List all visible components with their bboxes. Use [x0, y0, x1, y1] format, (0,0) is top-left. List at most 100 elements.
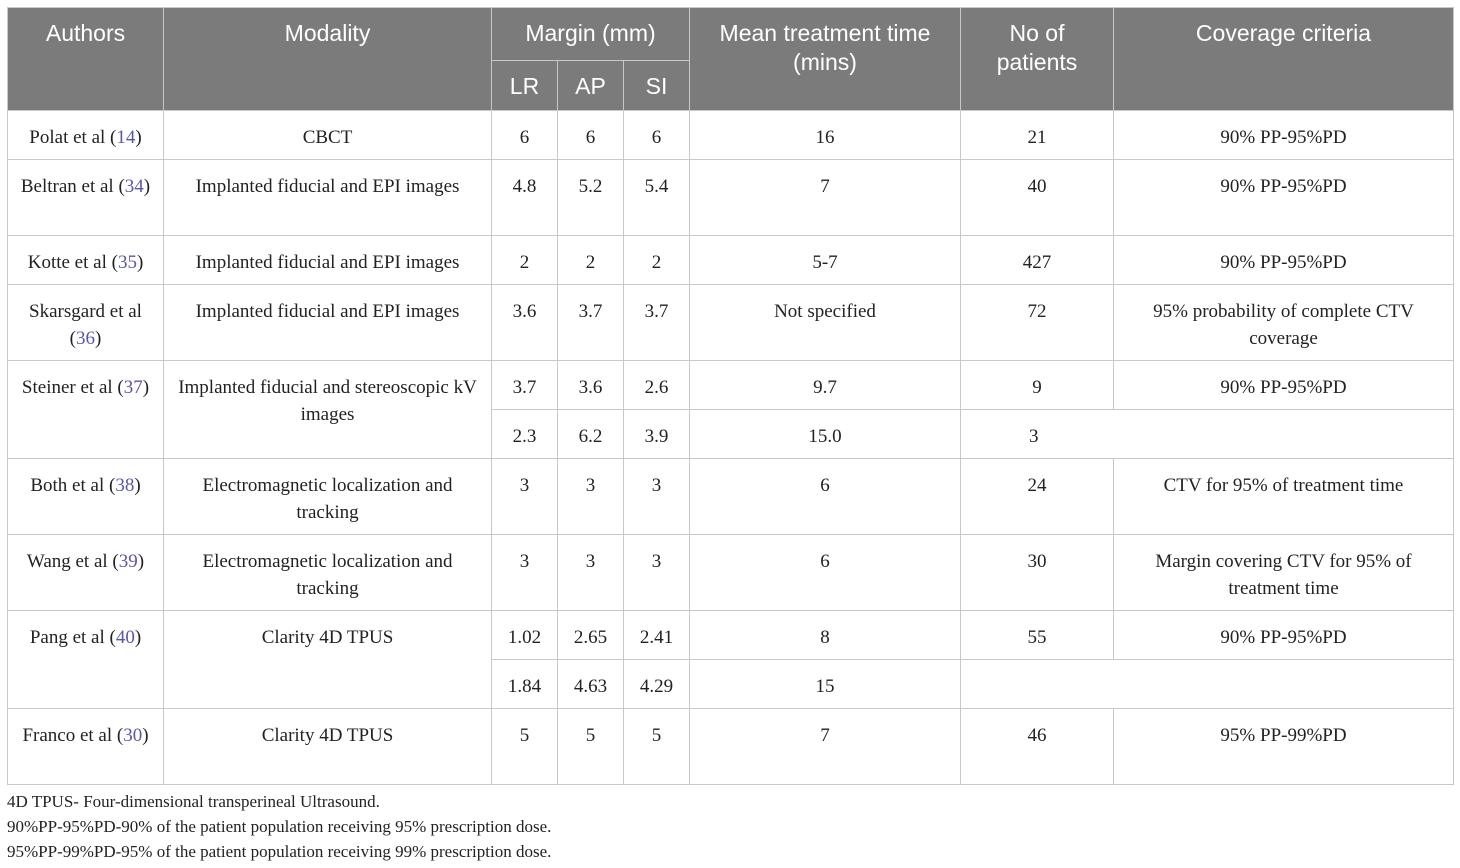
table-row: Franco et al (30) Clarity 4D TPUS 5 5 5 … — [7, 708, 1454, 785]
si-cell: 6 — [623, 110, 690, 160]
si-cell: 2 — [623, 235, 690, 285]
table-row: Skarsgard et al (36) Implanted fiducial … — [7, 284, 1454, 361]
reference-link[interactable]: 34 — [124, 176, 144, 197]
reference-link[interactable]: 39 — [118, 551, 138, 572]
time-cell: 7 — [689, 159, 961, 236]
ap-cell: 2 — [557, 235, 624, 285]
header-si: SI — [623, 60, 690, 111]
lr-cell: 2 — [491, 235, 558, 285]
ap-cell: 5.2 — [557, 159, 624, 236]
author-cell: Skarsgard et al (36) — [7, 284, 164, 361]
si-cell: 5.4 — [623, 159, 690, 236]
time-cell: 7 — [689, 708, 961, 785]
author-cell: Both et al (38) — [7, 458, 164, 535]
time-cell: 15.0 — [689, 409, 961, 459]
footnote: 4D TPUS- Four-dimensional transperineal … — [7, 792, 380, 811]
lr-cell: 3 — [491, 534, 558, 611]
ap-cell: 3 — [557, 534, 624, 611]
ap-cell: 3.6 — [557, 360, 624, 410]
modality-cell: Implanted fiducial and EPI images — [163, 159, 492, 236]
modality-cell: Electromagnetic localization and trackin… — [163, 458, 492, 535]
coverage-cell: CTV for 95% of treatment time — [1113, 458, 1454, 535]
table-subrow: 2.3 6.2 3.9 15.0 3 — [8, 409, 1454, 459]
lr-cell: 3.7 — [491, 360, 558, 410]
table-row: Pang et al (40) Clarity 4D TPUS 1.02 2.6… — [7, 610, 1454, 709]
reference-link[interactable]: 36 — [76, 328, 95, 349]
ap-cell: 6 — [557, 110, 624, 160]
lr-cell: 3 — [491, 458, 558, 535]
patients-cell: 30 — [960, 534, 1114, 611]
coverage-cell: 90% PP-95%PD — [1113, 360, 1454, 410]
ap-cell: 6.2 — [557, 409, 624, 459]
author-cell: Steiner et al (37) — [7, 360, 164, 459]
table-row: Beltran et al (34) Implanted fiducial an… — [7, 159, 1454, 236]
header-coverage: Coverage criteria — [1113, 7, 1454, 111]
lr-cell: 1.84 — [491, 659, 558, 709]
time-cell: 16 — [689, 110, 961, 160]
reference-link[interactable]: 30 — [123, 725, 143, 746]
time-cell: 9.7 — [689, 360, 961, 410]
table-footnotes: 4D TPUS- Four-dimensional transperineal … — [7, 789, 551, 864]
margins-table: Authors Modality Margin (mm) Mean treatm… — [7, 7, 1454, 785]
coverage-cell: Margin covering CTV for 95% of treatment… — [1113, 534, 1454, 611]
si-cell: 3.7 — [623, 284, 690, 361]
coverage-cell: 95% probability of complete CTV coverage — [1113, 284, 1454, 361]
si-cell: 5 — [623, 708, 690, 785]
coverage-cell: 90% PP-95%PD — [1113, 159, 1454, 236]
modality-cell: Implanted fiducial and stereoscopic kV i… — [163, 360, 492, 459]
coverage-cell: 90% PP-95%PD — [1113, 110, 1454, 160]
patients-cell: 40 — [960, 159, 1114, 236]
time-cell: 6 — [689, 534, 961, 611]
ap-cell: 3.7 — [557, 284, 624, 361]
time-cell: 6 — [689, 458, 961, 535]
si-cell: 3.9 — [623, 409, 690, 459]
author-cell: Pang et al (40) — [7, 610, 164, 709]
empty-cell — [960, 659, 1454, 709]
modality-cell: Clarity 4D TPUS — [163, 708, 492, 785]
modality-cell: Clarity 4D TPUS — [163, 610, 492, 709]
patients-cell: 55 — [960, 610, 1114, 660]
time-cell: 5-7 — [689, 235, 961, 285]
si-cell: 2.41 — [623, 610, 690, 660]
patients-cell: 3 — [960, 409, 1454, 459]
coverage-cell: 90% PP-95%PD — [1113, 235, 1454, 285]
reference-link[interactable]: 14 — [116, 127, 136, 148]
lr-cell: 5 — [491, 708, 558, 785]
reference-link[interactable]: 40 — [115, 627, 135, 648]
patients-cell: 21 — [960, 110, 1114, 160]
table-row: Kotte et al (35) Implanted fiducial and … — [7, 235, 1454, 285]
patients-cell: 72 — [960, 284, 1114, 361]
patients-cell: 24 — [960, 458, 1114, 535]
reference-link[interactable]: 38 — [115, 475, 135, 496]
header-lr: LR — [491, 60, 558, 111]
si-cell: 3 — [623, 458, 690, 535]
header-ap: AP — [557, 60, 624, 111]
modality-cell: Implanted fiducial and EPI images — [163, 284, 492, 361]
patients-cell: 427 — [960, 235, 1114, 285]
reference-link[interactable]: 35 — [117, 252, 137, 273]
header-modality: Modality — [163, 7, 492, 111]
table-row: Polat et al (14) CBCT 6 6 6 16 21 90% PP… — [7, 110, 1454, 160]
si-cell: 2.6 — [623, 360, 690, 410]
footnote: 95%PP-99%PD-95% of the patient populatio… — [7, 842, 552, 861]
lr-cell: 1.02 — [491, 610, 558, 660]
lr-cell: 2.3 — [491, 409, 558, 459]
modality-cell: Electromagnetic localization and trackin… — [163, 534, 492, 611]
header-mean-time: Mean treatment time (mins) — [689, 7, 961, 111]
author-cell: Polat et al (14) — [7, 110, 164, 160]
ap-cell: 4.63 — [557, 659, 624, 709]
header-patients: No of patients — [960, 7, 1114, 111]
patients-cell: 9 — [960, 360, 1114, 410]
table-subrow: 1.84 4.63 4.29 15 — [8, 659, 1454, 709]
modality-cell: CBCT — [163, 110, 492, 160]
footnote: 90%PP-95%PD-90% of the patient populatio… — [7, 817, 552, 836]
reference-link[interactable]: 37 — [123, 377, 143, 398]
time-cell: 8 — [689, 610, 961, 660]
lr-cell: 3.6 — [491, 284, 558, 361]
coverage-cell: 95% PP-99%PD — [1113, 708, 1454, 785]
author-cell: Beltran et al (34) — [7, 159, 164, 236]
modality-cell: Implanted fiducial and EPI images — [163, 235, 492, 285]
coverage-cell: 90% PP-95%PD — [1113, 610, 1454, 660]
table-row: Steiner et al (37) Implanted fiducial an… — [7, 360, 1454, 459]
ap-cell: 5 — [557, 708, 624, 785]
